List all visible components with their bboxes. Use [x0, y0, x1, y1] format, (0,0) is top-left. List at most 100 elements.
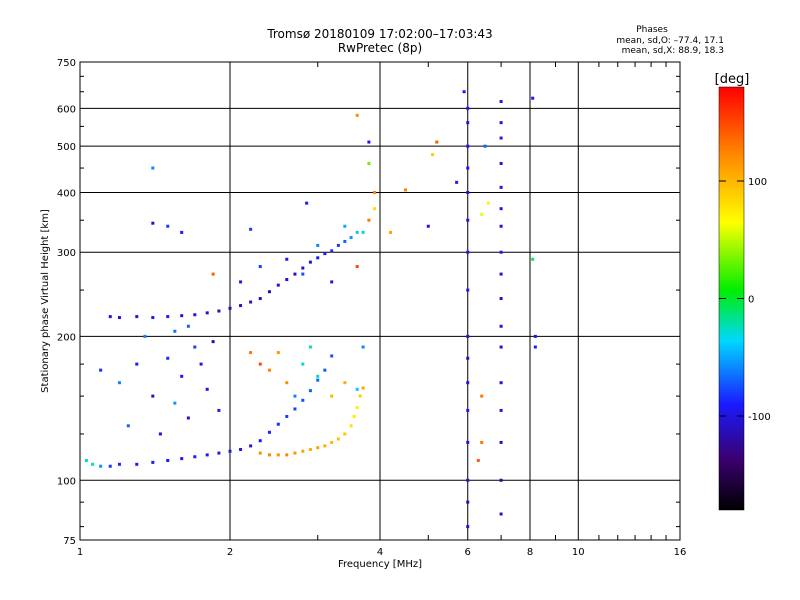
data-point — [499, 512, 503, 516]
y-tick-label: 200 — [57, 332, 76, 343]
grid-lines — [79, 61, 681, 541]
data-point — [180, 230, 184, 234]
data-point — [466, 356, 470, 360]
data-point — [217, 451, 221, 455]
data-point — [316, 378, 320, 382]
data-point — [199, 362, 203, 366]
minor-ticks — [80, 62, 680, 540]
data-point — [301, 362, 305, 366]
data-point — [228, 306, 232, 310]
data-point — [355, 230, 359, 234]
x-tick-label: 6 — [465, 547, 471, 558]
data-point — [258, 439, 262, 443]
data-point — [499, 478, 503, 482]
data-point — [355, 113, 359, 117]
data-point — [205, 387, 209, 391]
data-point — [330, 249, 334, 253]
data-point — [361, 386, 365, 390]
data-point — [249, 444, 253, 448]
data-point — [135, 462, 139, 466]
data-point — [151, 221, 155, 225]
y-tick-label: 600 — [57, 104, 76, 115]
data-point — [293, 451, 297, 455]
data-point — [373, 207, 377, 211]
y-axis-tick-labels: 75 100 200 300 400 500 600 750 — [57, 58, 76, 547]
data-point — [480, 394, 484, 398]
data-point — [249, 300, 253, 304]
x-axis-label: Frequency [MHz] — [338, 559, 422, 570]
data-point — [373, 190, 377, 194]
data-point — [499, 224, 503, 228]
data-point — [316, 256, 320, 260]
colorbar: [deg] 100 0 -100 — [715, 72, 771, 511]
data-point — [249, 227, 253, 231]
data-point — [285, 414, 289, 418]
y-tick-label: 75 — [63, 536, 76, 547]
data-point — [499, 207, 503, 211]
data-point — [531, 257, 535, 261]
x-tick-label: 1 — [77, 547, 83, 558]
data-point — [352, 414, 356, 418]
data-point — [466, 166, 470, 170]
data-point — [301, 266, 305, 270]
data-point — [533, 334, 537, 338]
data-point — [455, 180, 459, 184]
data-point — [239, 280, 243, 284]
data-point — [249, 351, 253, 355]
plot-area — [79, 61, 681, 541]
data-point — [308, 345, 312, 349]
data-point — [217, 309, 221, 313]
data-point — [117, 462, 121, 466]
data-point — [84, 458, 88, 462]
data-point — [267, 290, 271, 294]
data-point — [205, 311, 209, 315]
data-point — [135, 362, 139, 366]
data-point — [330, 280, 334, 284]
chart-title: Tromsø 20180109 17:02:00–17:03:43 — [266, 27, 492, 41]
x-tick-label: 16 — [674, 547, 687, 558]
y-tick-label: 100 — [57, 476, 76, 487]
data-point — [91, 462, 95, 466]
data-point — [117, 381, 121, 385]
data-point — [117, 316, 121, 320]
stats-heading: Phases — [636, 25, 668, 35]
data-point — [358, 394, 362, 398]
data-point — [330, 354, 334, 358]
data-point — [499, 121, 503, 125]
data-point — [166, 315, 170, 319]
colorbar-ticks: 100 0 -100 — [719, 177, 771, 423]
data-point — [330, 440, 334, 444]
data-point — [531, 96, 535, 100]
data-point — [499, 272, 503, 276]
data-point — [343, 239, 347, 243]
data-point — [308, 389, 312, 393]
y-tick-label: 750 — [57, 58, 76, 69]
data-point — [180, 457, 184, 461]
data-point — [343, 224, 347, 228]
data-point — [466, 478, 470, 482]
data-point — [166, 458, 170, 462]
data-point — [483, 144, 487, 148]
data-point — [217, 408, 221, 412]
data-point — [499, 100, 503, 104]
data-point — [462, 90, 466, 94]
x-tick-label: 8 — [527, 547, 533, 558]
data-point — [258, 297, 262, 301]
stats-line-x: mean, sd,X: 88.9, 18.3 — [622, 46, 724, 56]
y-axis-label: Stationary phase Virtual Height [km] — [40, 209, 51, 393]
data-point — [466, 144, 470, 148]
data-point — [367, 161, 371, 165]
data-point — [499, 345, 503, 349]
data-point — [301, 398, 305, 402]
data-point — [367, 218, 371, 222]
data-point — [211, 272, 215, 276]
data-point — [293, 394, 297, 398]
data-point — [267, 453, 271, 457]
data-point — [193, 345, 197, 349]
colorbar-tick-label: 0 — [748, 295, 754, 306]
data-point — [151, 316, 155, 320]
data-point — [211, 340, 215, 344]
data-point — [276, 422, 280, 426]
data-point — [466, 334, 470, 338]
